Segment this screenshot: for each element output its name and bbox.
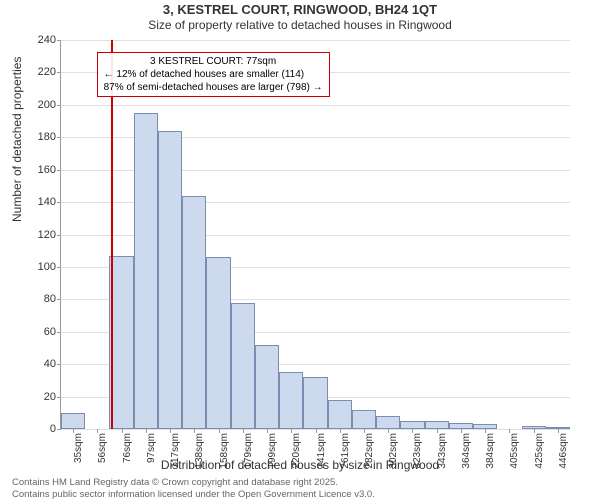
info-line-3: 87% of semi-detached houses are larger (… bbox=[104, 81, 323, 94]
x-tick-label: 56sqm bbox=[97, 433, 108, 463]
histogram-bar bbox=[134, 113, 158, 429]
x-axis-label: Distribution of detached houses by size … bbox=[161, 458, 439, 472]
y-tick-label: 80 bbox=[44, 293, 61, 305]
info-line-1: 3 KESTREL COURT: 77sqm bbox=[104, 55, 323, 68]
y-tick-label: 120 bbox=[38, 229, 61, 241]
y-tick-label: 40 bbox=[44, 358, 61, 370]
histogram-bar bbox=[400, 421, 424, 429]
x-tick-label: 384sqm bbox=[485, 433, 496, 469]
footer-line-1: Contains HM Land Registry data © Crown c… bbox=[12, 477, 375, 488]
chart-footer: Contains HM Land Registry data © Crown c… bbox=[12, 477, 375, 500]
y-tick-label: 180 bbox=[38, 131, 61, 143]
info-callout-box: 3 KESTREL COURT: 77sqm← 12% of detached … bbox=[97, 52, 330, 97]
histogram-bar bbox=[231, 303, 255, 429]
chart-subtitle: Size of property relative to detached ho… bbox=[0, 18, 600, 32]
y-tick-label: 0 bbox=[50, 423, 61, 435]
gridline bbox=[61, 40, 570, 41]
gridline bbox=[61, 105, 570, 106]
x-tick-label: 97sqm bbox=[146, 433, 157, 463]
x-tick-label: 425sqm bbox=[534, 433, 545, 469]
y-tick-label: 140 bbox=[38, 196, 61, 208]
y-axis-label: Number of detached properties bbox=[10, 57, 24, 222]
x-tick-label: 35sqm bbox=[73, 433, 84, 463]
chart-title: 3, KESTREL COURT, RINGWOOD, BH24 1QT bbox=[0, 2, 600, 17]
x-tick-label: 76sqm bbox=[122, 433, 133, 463]
x-tick-label: 405sqm bbox=[509, 433, 520, 469]
histogram-bar bbox=[61, 413, 85, 429]
histogram-bar bbox=[303, 377, 327, 429]
y-tick-label: 20 bbox=[44, 391, 61, 403]
y-tick-label: 220 bbox=[38, 66, 61, 78]
x-tick-label: 364sqm bbox=[461, 433, 472, 469]
subject-property-marker bbox=[111, 40, 113, 429]
y-tick-label: 60 bbox=[44, 326, 61, 338]
y-tick-label: 200 bbox=[38, 99, 61, 111]
histogram-bar bbox=[328, 400, 352, 429]
histogram-bar bbox=[255, 345, 279, 429]
histogram-bar bbox=[109, 256, 133, 429]
histogram-bar bbox=[425, 421, 449, 429]
histogram-bar bbox=[279, 372, 303, 429]
chart-plot-area: 02040608010012014016018020022024035sqm56… bbox=[60, 40, 570, 430]
info-line-2: ← 12% of detached houses are smaller (11… bbox=[104, 68, 323, 81]
y-tick-label: 100 bbox=[38, 261, 61, 273]
histogram-bar bbox=[158, 131, 182, 429]
histogram-bar bbox=[352, 410, 376, 429]
footer-line-2: Contains public sector information licen… bbox=[12, 489, 375, 500]
y-tick-label: 240 bbox=[38, 34, 61, 46]
x-tick-label: 446sqm bbox=[558, 433, 569, 469]
histogram-bar bbox=[182, 196, 206, 429]
histogram-bar bbox=[376, 416, 400, 429]
y-tick-label: 160 bbox=[38, 164, 61, 176]
histogram-bar bbox=[206, 257, 230, 429]
